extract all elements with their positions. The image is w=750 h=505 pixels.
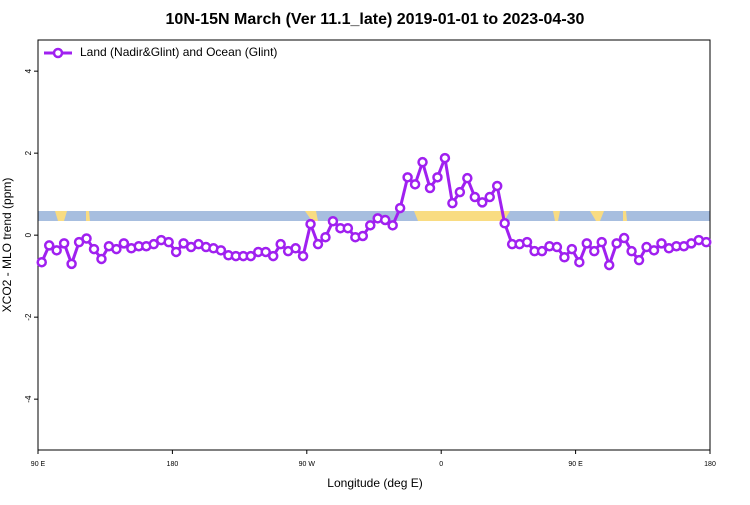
data-point: [559, 252, 570, 263]
data-point: [96, 253, 107, 265]
x-tick-label: 90 E: [31, 461, 46, 468]
legend-label: Land (Nadir&Glint) and Ocean (Glint): [80, 45, 277, 59]
data-point: [387, 220, 398, 231]
data-point: [275, 238, 286, 250]
data-point: [589, 245, 600, 257]
data-point: [454, 186, 466, 198]
data-point: [574, 256, 585, 268]
data-point: [58, 238, 70, 249]
land-patch: [414, 211, 510, 221]
data-point: [305, 218, 316, 230]
data-point: [648, 245, 660, 256]
land-patch: [86, 211, 90, 221]
land-patch: [55, 211, 67, 221]
data-point: [365, 220, 376, 231]
land-patch: [623, 211, 627, 221]
data-point: [267, 250, 279, 262]
data-point: [432, 172, 443, 183]
x-axis-label: Longitude (deg E): [327, 476, 422, 490]
data-point: [484, 191, 495, 203]
data-point: [111, 243, 122, 255]
data-point: [51, 245, 62, 256]
data-point: [536, 245, 548, 257]
data-point: [394, 202, 406, 214]
legend-marker: [52, 47, 64, 59]
data-point: [163, 236, 174, 248]
data-point: [521, 236, 533, 248]
data-point: [320, 231, 331, 243]
data-point: [260, 246, 271, 258]
data-point: [327, 215, 339, 227]
data-point: [409, 179, 421, 190]
x-tick-label: 180: [704, 461, 716, 468]
data-point: [447, 197, 458, 209]
data-point: [312, 238, 324, 250]
data-point: [603, 259, 615, 271]
data-point: [551, 241, 563, 253]
data-point: [439, 152, 451, 164]
x-tick-label: 90 E: [568, 461, 583, 468]
data-point: [170, 246, 182, 258]
data-point: [633, 254, 645, 266]
y-tick-label: 2: [24, 150, 33, 155]
data-point: [148, 238, 159, 250]
y-tick-label: -2: [24, 313, 33, 321]
y-tick-label: -4: [24, 395, 33, 403]
data-point: [469, 191, 481, 203]
x-tick-label: 90 W: [299, 461, 316, 468]
data-point: [701, 236, 712, 248]
data-point: [626, 245, 637, 257]
chart-title: 10N-15N March (Ver 11.1_late) 2019-01-01…: [166, 11, 585, 28]
y-tick-label: 4: [24, 68, 33, 73]
data-point: [297, 250, 309, 262]
data-point: [611, 238, 622, 249]
data-point: [477, 197, 488, 208]
x-tick-label: 180: [167, 461, 179, 468]
data-point: [357, 230, 369, 242]
data-point: [462, 172, 473, 184]
data-point: [88, 243, 100, 255]
data-point: [424, 182, 436, 194]
data-point: [66, 258, 77, 270]
data-point: [290, 243, 301, 254]
data-point: [245, 250, 257, 262]
data-point: [379, 214, 391, 226]
data-point: [491, 180, 503, 192]
data-point: [618, 232, 630, 244]
y-axis-label: XCO2 - MLO trend (ppm): [0, 178, 14, 313]
land-patch: [305, 211, 318, 221]
data-point: [596, 236, 607, 248]
data-point: [118, 238, 130, 249]
land-patch: [553, 211, 560, 221]
data-point: [566, 243, 578, 255]
data-point: [656, 238, 667, 249]
data-point: [342, 222, 354, 234]
data-point: [43, 240, 55, 251]
data-point: [417, 156, 428, 168]
data-point: [499, 218, 510, 229]
data-point: [581, 238, 593, 249]
data-point: [215, 245, 227, 256]
data-point: [81, 233, 92, 244]
land-patch: [590, 211, 604, 221]
x-tick-label: 0: [439, 461, 443, 468]
data-point: [402, 172, 413, 183]
data-point: [36, 256, 47, 268]
y-tick-label: 0: [24, 232, 33, 237]
